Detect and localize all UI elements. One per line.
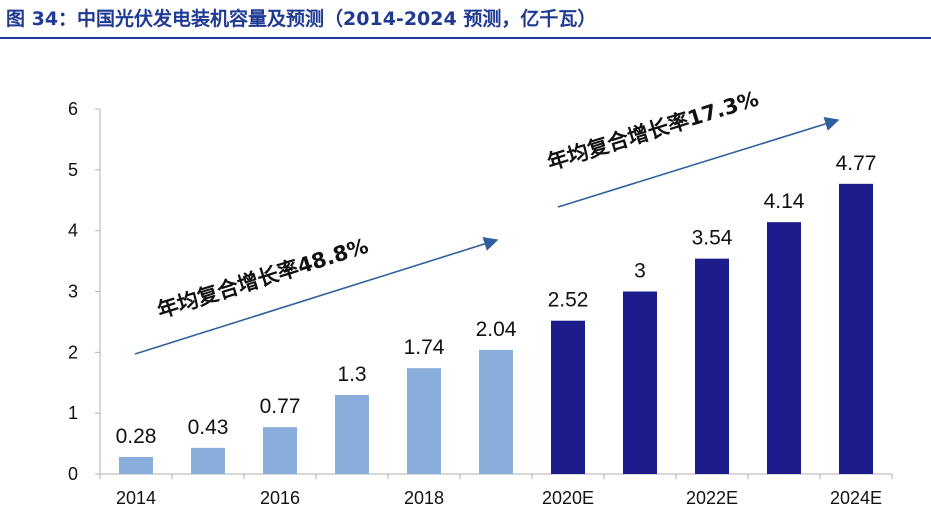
- data-label: 1.3: [337, 363, 366, 386]
- title-divider: [0, 37, 931, 39]
- data-label: 3.54: [692, 227, 733, 250]
- x-tick-label: 2014: [116, 488, 156, 508]
- chart-bars: [119, 183, 873, 474]
- cagr-arrow: [557, 116, 840, 208]
- y-tick-label: 1: [68, 403, 78, 423]
- bar-2016: [263, 427, 297, 474]
- bar-2019: [479, 349, 513, 474]
- y-tick-label: 2: [68, 342, 78, 362]
- bar-2024E: [839, 183, 873, 474]
- bar-2014: [119, 456, 153, 474]
- cagr-label: 年均复合增长率48.8%: [154, 234, 371, 323]
- bar-2021E: [623, 291, 657, 474]
- data-label: 0.77: [260, 395, 301, 418]
- bar-2017: [335, 394, 369, 474]
- cagr-arrow: [134, 237, 499, 355]
- x-tick-label: 2022E: [686, 488, 738, 508]
- y-tick-label: 4: [68, 221, 78, 241]
- data-label: 0.43: [188, 416, 229, 439]
- y-tick-label: 3: [68, 282, 78, 302]
- cagr-label: 年均复合增长率17.3%: [544, 87, 761, 175]
- data-label: 1.74: [404, 336, 445, 359]
- chart-data-labels: 0.28 0.43 0.77 1.3 1.74 2.04 2.52 3 3.54 4.14 4.77: [116, 152, 877, 448]
- bar-2015: [191, 447, 225, 474]
- data-label: 4.14: [764, 190, 805, 213]
- data-label: 2.52: [548, 289, 589, 312]
- x-tick-label: 2018: [404, 488, 444, 508]
- data-label: 0.28: [116, 425, 157, 448]
- figure-title: 图 34：中国光伏发电装机容量及预测（2014-2024 预测，亿千瓦）: [6, 8, 597, 30]
- y-tick-label: 0: [68, 464, 78, 484]
- data-label: 4.77: [836, 152, 877, 175]
- bar-2018: [407, 368, 441, 474]
- bar-2020E: [551, 320, 585, 474]
- y-tick-label: 6: [68, 99, 78, 119]
- bar-2022E: [695, 258, 729, 474]
- data-label: 2.04: [476, 318, 517, 341]
- x-tick-label: 2024E: [830, 488, 882, 508]
- data-label: 3: [634, 260, 646, 283]
- bar-2023E: [767, 222, 801, 474]
- x-tick-label: 2020E: [542, 488, 594, 508]
- x-tick-label: 2016: [260, 488, 300, 508]
- chart-annotations: 年均复合增长率48.8% 年均复合增长率17.3%: [134, 87, 840, 355]
- y-tick-label: 5: [68, 160, 78, 180]
